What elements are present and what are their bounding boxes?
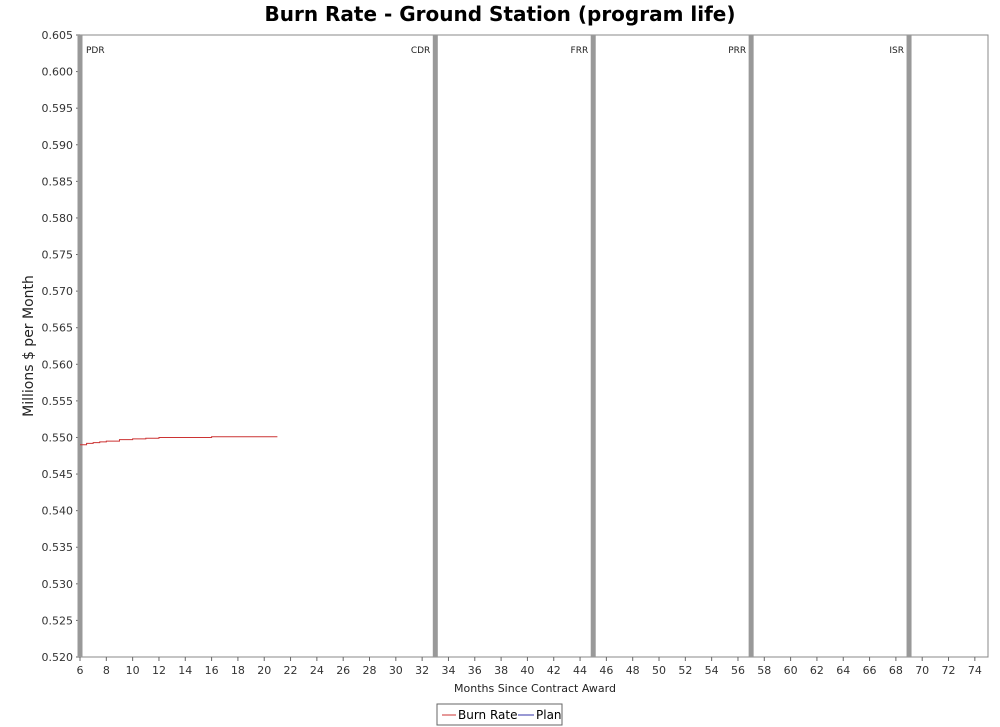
x-axis-label: Months Since Contract Award (454, 682, 616, 695)
y-tick-label: 0.600 (42, 66, 74, 79)
y-tick-label: 0.575 (42, 249, 74, 262)
x-tick-label: 48 (626, 664, 640, 677)
x-tick-label: 32 (415, 664, 429, 677)
x-tick-label: 74 (968, 664, 982, 677)
x-tick-label: 6 (77, 664, 84, 677)
y-tick-label: 0.605 (42, 29, 74, 42)
legend-label-burn-rate: Burn Rate (458, 708, 518, 722)
y-tick-label: 0.555 (42, 395, 74, 408)
milestone-label-cdr: CDR (411, 46, 430, 56)
y-tick-label: 0.520 (42, 651, 74, 664)
series-lines (80, 436, 278, 446)
x-tick-label: 66 (863, 664, 877, 677)
y-tick-label: 0.585 (42, 175, 74, 188)
y-tick-label: 0.580 (42, 212, 74, 225)
x-tick-label: 24 (310, 664, 324, 677)
x-tick-label: 44 (573, 664, 587, 677)
y-axis-label: Millions $ per Month (21, 275, 37, 417)
x-axis: 6 8 10 12 14 16 18 20 22 24 26 28 30 32 34 36 38 40 42 44 46… (77, 657, 982, 677)
x-tick-label: 20 (257, 664, 271, 677)
y-tick-label: 0.595 (42, 102, 74, 115)
x-tick-label: 36 (468, 664, 482, 677)
x-tick-label: 28 (363, 664, 377, 677)
milestone-label-pdr: PDR (86, 46, 105, 56)
legend-label-plan: Plan (536, 708, 562, 722)
milestone-label-isr: ISR (889, 46, 904, 56)
y-tick-label: 0.545 (42, 468, 74, 481)
series-line-burn-rate (80, 436, 278, 446)
x-tick-label: 52 (678, 664, 692, 677)
x-tick-label: 42 (547, 664, 561, 677)
x-tick-label: 62 (810, 664, 824, 677)
y-tick-label: 0.590 (42, 139, 74, 152)
legend: Burn Rate Plan (436, 703, 563, 726)
milestone-label-prr: PRR (728, 46, 746, 56)
x-tick-label: 14 (178, 664, 192, 677)
x-tick-label: 26 (336, 664, 350, 677)
x-tick-label: 22 (284, 664, 298, 677)
x-tick-label: 8 (103, 664, 110, 677)
x-tick-label: 54 (705, 664, 719, 677)
x-tick-label: 30 (389, 664, 403, 677)
chart-title: Burn Rate - Ground Station (program life… (264, 2, 735, 26)
x-tick-label: 16 (205, 664, 219, 677)
x-tick-label: 70 (915, 664, 929, 677)
milestone-label-frr: FRR (571, 46, 589, 56)
x-tick-label: 56 (731, 664, 745, 677)
y-tick-label: 0.565 (42, 322, 74, 335)
y-tick-label: 0.550 (42, 431, 74, 444)
x-tick-label: 46 (599, 664, 613, 677)
y-tick-label: 0.535 (42, 541, 74, 554)
x-tick-label: 64 (836, 664, 850, 677)
milestone-markers: PDR CDR FRR PRR ISR (77, 35, 912, 657)
plot-area (79, 34, 989, 658)
x-tick-label: 60 (784, 664, 798, 677)
x-tick-label: 34 (441, 664, 455, 677)
x-tick-label: 38 (494, 664, 508, 677)
x-tick-label: 50 (652, 664, 666, 677)
x-tick-label: 72 (942, 664, 956, 677)
y-axis: 0.520 0.525 0.530 0.535 0.540 0.545 0.550 0.555… (42, 29, 80, 664)
y-tick-label: 0.570 (42, 285, 74, 298)
x-tick-label: 18 (231, 664, 245, 677)
x-tick-label: 58 (757, 664, 771, 677)
x-tick-label: 12 (152, 664, 166, 677)
x-tick-label: 40 (520, 664, 534, 677)
y-tick-label: 0.525 (42, 614, 74, 627)
y-tick-label: 0.560 (42, 358, 74, 371)
y-tick-label: 0.530 (42, 578, 74, 591)
x-tick-label: 10 (126, 664, 140, 677)
y-tick-label: 0.540 (42, 505, 74, 518)
legend-box (436, 703, 563, 726)
x-tick-label: 68 (889, 664, 903, 677)
